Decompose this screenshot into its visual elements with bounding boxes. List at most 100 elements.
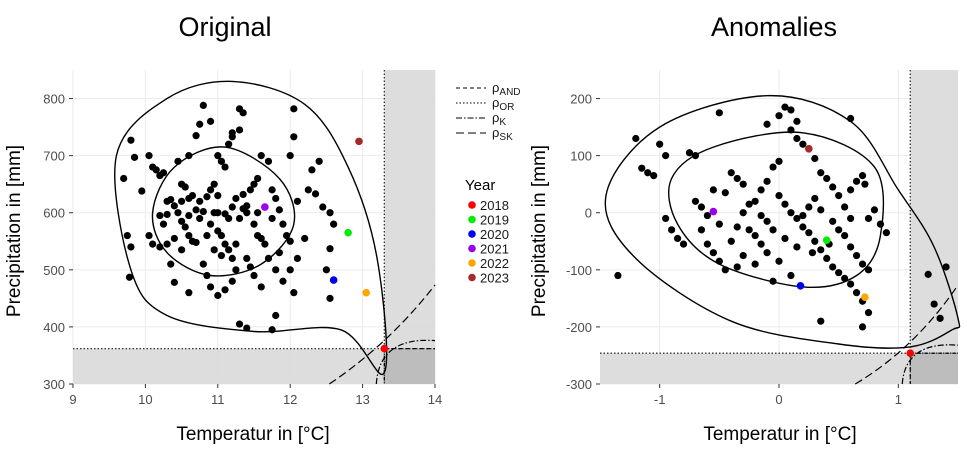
data-point — [330, 220, 338, 228]
data-point — [733, 174, 741, 183]
rho-k-curve — [901, 344, 959, 385]
data-point — [763, 249, 771, 257]
inner-contour — [668, 131, 885, 289]
data-point — [775, 157, 783, 165]
data-point — [864, 309, 873, 317]
data-point — [130, 153, 139, 161]
data-point — [301, 234, 309, 243]
data-point — [685, 149, 694, 157]
x-tick-label: 9 — [69, 392, 76, 407]
data-point — [174, 157, 182, 165]
data-point — [799, 223, 807, 231]
data-point — [924, 270, 932, 278]
data-point — [290, 105, 298, 113]
year-point-2023 — [805, 144, 813, 153]
data-point — [841, 274, 849, 282]
data-point — [264, 254, 273, 262]
data-point — [733, 263, 741, 271]
data-point — [159, 169, 168, 177]
data-point — [192, 238, 200, 247]
data-point — [279, 220, 287, 228]
data-point — [156, 211, 164, 220]
data-point — [214, 291, 222, 300]
x-axis-label: Temperatur in [°C] — [176, 424, 329, 445]
data-point — [275, 249, 283, 257]
data-point — [709, 186, 717, 194]
data-point — [799, 140, 807, 148]
y-tick-label: 600 — [43, 206, 65, 221]
data-point — [170, 278, 178, 286]
data-point — [870, 206, 879, 214]
data-point — [232, 266, 240, 274]
data-point — [793, 214, 801, 223]
data-point — [823, 174, 831, 183]
y-tick-label: 800 — [43, 92, 65, 107]
shaded-region-precipitation — [600, 353, 958, 384]
data-point — [268, 214, 276, 223]
data-point — [632, 134, 640, 143]
y-tick-label: -300 — [566, 377, 592, 392]
y-tick-label: 500 — [43, 263, 65, 278]
data-point — [178, 197, 186, 205]
data-point — [243, 202, 251, 210]
data-point — [125, 273, 134, 281]
year-point-2021 — [709, 207, 718, 216]
data-point — [243, 209, 251, 217]
data-point — [286, 152, 294, 160]
data-point — [811, 194, 819, 203]
data-point — [852, 289, 861, 297]
data-point — [185, 289, 193, 297]
data-point — [691, 197, 700, 205]
legend-year-label: 2018 — [480, 198, 509, 213]
data-point — [775, 257, 783, 265]
legend-year-label: 2020 — [480, 227, 509, 242]
data-point — [268, 186, 276, 194]
data-point — [322, 266, 330, 274]
legend-year-label: 2023 — [480, 271, 509, 286]
shaded-region-temperature — [384, 70, 435, 384]
x-tick-label: 10 — [138, 392, 152, 407]
data-point — [250, 220, 258, 228]
data-point — [847, 214, 855, 223]
data-point — [930, 300, 938, 308]
data-point — [206, 186, 215, 194]
data-point — [217, 231, 226, 240]
data-point — [185, 152, 193, 160]
data-point — [123, 231, 131, 240]
year-point-2023 — [355, 137, 363, 146]
data-point — [163, 240, 171, 248]
x-tick-label: 1 — [895, 392, 902, 407]
data-point — [170, 234, 178, 243]
data-point — [805, 203, 813, 211]
data-point — [769, 277, 777, 285]
data-point — [203, 271, 211, 280]
data-point — [793, 117, 801, 125]
y-tick-label: -100 — [566, 263, 592, 278]
data-point — [225, 246, 233, 254]
legend-year-swatch — [468, 244, 476, 253]
data-point — [272, 194, 280, 203]
data-point — [829, 263, 837, 271]
data-point — [781, 103, 789, 111]
data-point — [799, 211, 807, 220]
data-point — [210, 246, 218, 254]
data-point — [138, 187, 146, 195]
legend-year-label: 2019 — [480, 213, 509, 228]
data-point — [775, 192, 783, 200]
year-point-2022 — [861, 293, 869, 302]
panel-title: Anomalies — [711, 12, 837, 42]
data-point — [757, 240, 765, 248]
data-point — [847, 114, 855, 123]
data-point — [326, 245, 334, 253]
data-point — [727, 237, 735, 245]
data-point — [847, 243, 855, 251]
data-point — [775, 112, 783, 120]
data-point — [293, 197, 302, 205]
data-point — [196, 197, 204, 205]
data-point — [257, 283, 265, 291]
data-point — [127, 243, 135, 251]
data-point — [243, 254, 251, 262]
data-point — [811, 154, 819, 163]
data-point — [232, 240, 240, 248]
data-point — [311, 190, 320, 198]
